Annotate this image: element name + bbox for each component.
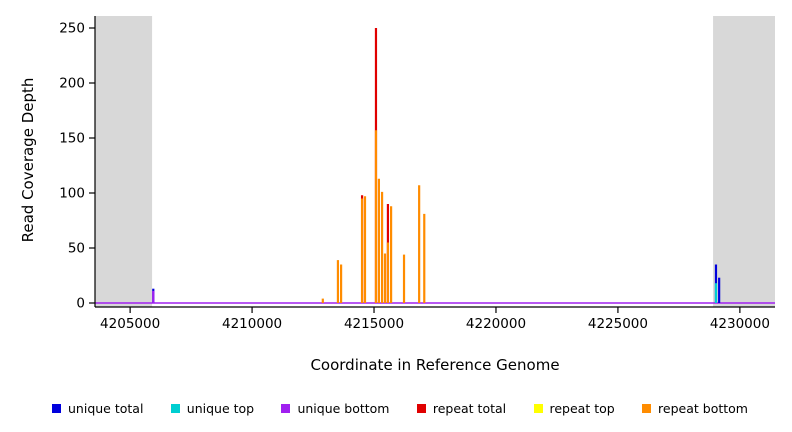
legend: unique total unique top unique bottom repea… [52, 400, 748, 416]
legend-label: unique total [68, 400, 144, 416]
legend-swatch-unique_top [170, 403, 180, 413]
legend-swatch-repeat_total [416, 403, 426, 413]
legend-swatch-repeat_top [533, 403, 543, 413]
legend-swatch-repeat_bottom [642, 403, 652, 413]
y-tick-label: 150 [59, 131, 85, 147]
legend-item-unique-top: unique top [170, 400, 255, 416]
x-tick-label: 4230000 [710, 316, 770, 332]
x-axis-title: Coordinate in Reference Genome [310, 356, 560, 374]
x-tick-label: 4205000 [100, 316, 160, 332]
shaded-region [713, 16, 775, 307]
legend-item-unique-total: unique total [52, 401, 143, 416]
y-axis-title: Read Coverage Depth [19, 77, 37, 243]
y-tick-label: 100 [59, 186, 85, 202]
legend-swatch-unique_total [52, 403, 61, 413]
y-tick-label: 50 [68, 241, 85, 257]
legend-label: unique top [186, 400, 255, 416]
x-tick-label: 4220000 [466, 316, 526, 332]
x-tick-label: 4225000 [588, 316, 648, 332]
y-tick-label: 250 [59, 21, 85, 37]
legend-swatch-unique_bottom [281, 403, 291, 413]
coverage-chart: 4205000 4210000 4215000 4220000 4225000 42300… [59, 16, 775, 332]
legend-item-repeat-top: repeat top [533, 400, 615, 416]
legend-label: unique bottom [297, 400, 390, 416]
y-tick-label: 0 [76, 296, 85, 312]
legend-item-repeat-total: repeat total [416, 400, 507, 416]
legend-item-repeat-bottom: repeat bottom [642, 401, 748, 416]
legend-item-unique-bottom: unique bottom [281, 400, 390, 416]
legend-label: repeat total [432, 400, 507, 416]
shaded-region [95, 16, 153, 307]
x-tick-label: 4210000 [222, 316, 282, 332]
x-tick-label: 4215000 [344, 316, 404, 332]
legend-label: repeat top [549, 400, 615, 416]
legend-label: repeat bottom [658, 400, 748, 416]
y-tick-label: 200 [59, 76, 85, 92]
